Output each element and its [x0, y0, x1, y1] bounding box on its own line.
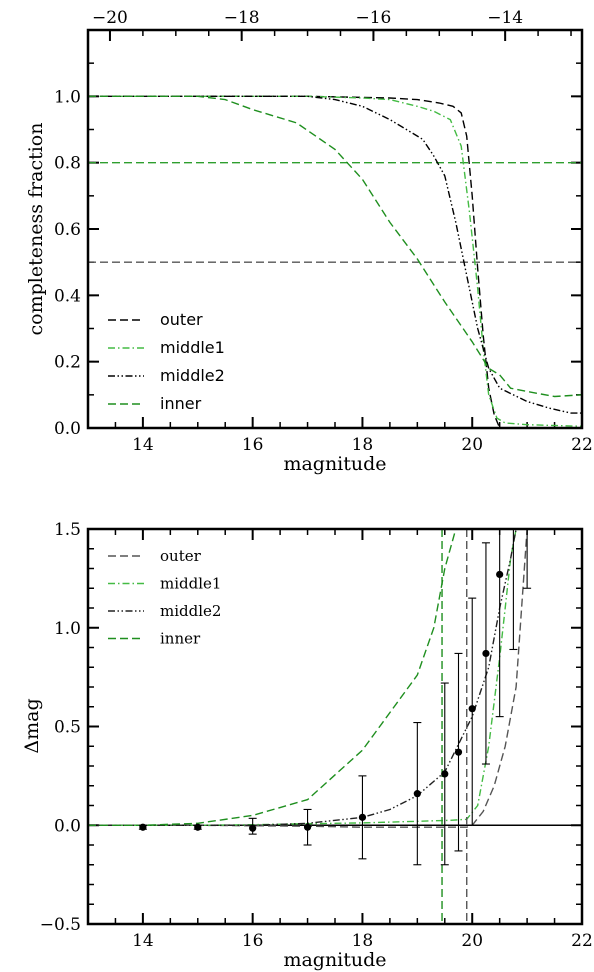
y-tick-label: 0.6: [54, 220, 81, 240]
legend-label-middle2: middle2: [160, 602, 221, 620]
legend-label-outer: outer: [160, 310, 203, 329]
top-tick-label: −16: [355, 8, 391, 28]
delta-mag-series: [88, 529, 528, 924]
legend-label-outer: outer: [160, 547, 202, 565]
x-tick-label: 18: [352, 435, 374, 455]
completeness-legend: outer middle1 middle2 inner: [108, 310, 225, 413]
completeness-panel: 14 16 18 20 22 0.0 0.2 0.4 0.6 0.8 1.0 −20 −18 −16 −14…: [25, 8, 593, 475]
data-point: [303, 823, 312, 831]
delta-mag-error-points: [138, 529, 532, 866]
y-tick-label: 1.5: [54, 520, 81, 540]
x-tick-label: 20: [461, 435, 483, 455]
x-tick-label: 20: [461, 931, 483, 951]
x-tick-label: 16: [242, 435, 264, 455]
series-line-middle1: [88, 529, 517, 826]
y-tick-label: 1.0: [54, 619, 81, 639]
completeness-reference-lines: [88, 162, 582, 263]
top-tick-label: −14: [487, 8, 523, 28]
series-line-outer: [88, 95, 582, 428]
y-tick-label: −0.5: [40, 915, 81, 935]
completeness-tick-labels: 14 16 18 20 22 0.0 0.2 0.4 0.6 0.8 1.0 −20 −18 −16 −14: [54, 8, 593, 455]
series-line-middle2: [88, 529, 517, 826]
x-tick-label: 14: [132, 435, 154, 455]
x-tick-label: 18: [352, 931, 374, 951]
completeness-series: [88, 95, 582, 428]
legend-label-inner: inner: [160, 394, 202, 413]
series-line-middle1: [88, 95, 582, 427]
completeness-axes-frame: [86, 28, 584, 430]
x-tick-label: 22: [571, 931, 593, 951]
data-point: [194, 823, 202, 831]
legend-label-middle2: middle2: [160, 366, 225, 385]
legend-label-middle1: middle1: [160, 338, 225, 357]
data-point: [358, 813, 367, 821]
x-tick-label: 14: [132, 931, 154, 951]
delta-mag-xlabel: magnitude: [283, 949, 386, 971]
data-point: [413, 790, 421, 798]
x-tick-label: 22: [571, 435, 593, 455]
delta-mag-tick-labels: 14 16 18 20 22 −0.5 0.0 0.5 1.0 1.5: [40, 520, 593, 951]
data-point: [139, 823, 147, 831]
completeness-ylabel: completeness fraction: [25, 123, 47, 336]
y-tick-label: 0.2: [54, 353, 81, 373]
series-line-outer: [88, 529, 528, 828]
top-tick-label: −20: [92, 8, 128, 28]
data-point: [468, 705, 476, 713]
legend-label-middle1: middle1: [160, 575, 221, 593]
top-tick-label: −18: [224, 8, 260, 28]
y-tick-label: 0.0: [54, 816, 81, 836]
delta-mag-legend: outer middle1 middle2 inner: [108, 547, 221, 648]
y-tick-label: 1.0: [54, 87, 81, 107]
series-line-inner: [88, 95, 582, 398]
data-point: [441, 770, 449, 778]
y-tick-label: 0.0: [54, 419, 81, 439]
series-line-inner: [88, 529, 457, 826]
delta-mag-axes-frame: [86, 527, 584, 926]
y-tick-label: 0.4: [54, 286, 81, 306]
data-point: [482, 649, 490, 658]
series-line-middle2: [88, 95, 582, 414]
delta-mag-ylabel: Δmag: [21, 698, 43, 753]
x-tick-label: 16: [242, 931, 264, 951]
y-tick-label: 0.5: [54, 718, 81, 738]
y-tick-label: 0.8: [54, 154, 81, 174]
data-point: [249, 824, 257, 832]
legend-label-inner: inner: [160, 630, 201, 648]
delta-mag-panel: 14 16 18 20 22 −0.5 0.0 0.5 1.0 1.5 magnitude Δma…: [21, 520, 593, 971]
data-point: [454, 748, 463, 756]
completeness-xlabel: magnitude: [283, 453, 386, 475]
